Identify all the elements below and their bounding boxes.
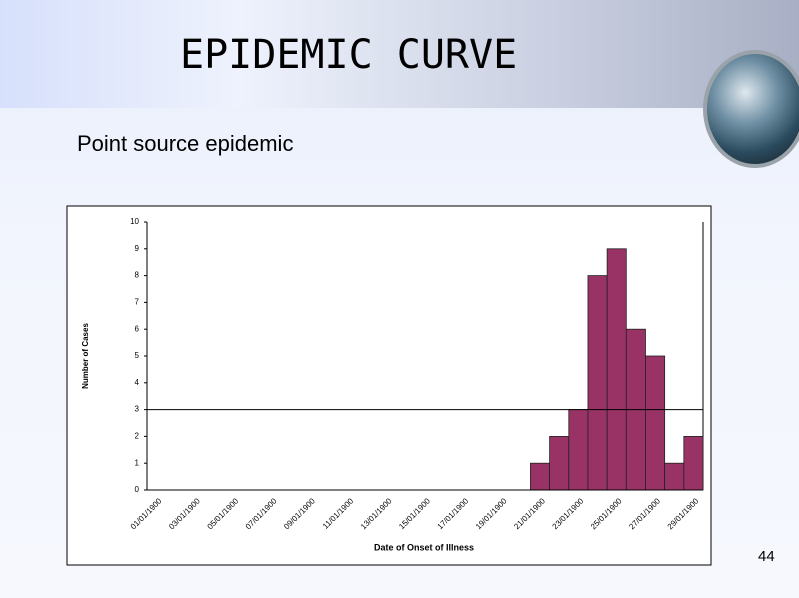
y-tick-label: 8 [135, 271, 140, 280]
y-tick-label: 0 [135, 485, 140, 494]
bar [606, 248, 627, 491]
y-tick-label: 2 [135, 432, 140, 441]
slide-subtitle: Point source epidemic [77, 131, 294, 156]
bar [645, 355, 666, 491]
y-tick-label: 9 [135, 244, 140, 253]
bar [683, 435, 704, 491]
bar [530, 462, 551, 491]
y-tick-label: 3 [135, 405, 140, 414]
y-tick-label: 4 [135, 378, 140, 387]
bar [587, 275, 608, 491]
y-tick-label: 7 [135, 298, 140, 307]
bar [664, 462, 685, 491]
header-band [0, 0, 799, 108]
globe-decoration [703, 50, 799, 168]
y-tick-label: 6 [135, 324, 140, 333]
y-tick-label: 10 [130, 217, 139, 226]
slide-title: EPIDEMIC CURVE [180, 32, 518, 78]
bar [549, 435, 570, 491]
bar [568, 409, 589, 491]
y-axis-label: Number of Cases [81, 323, 90, 389]
page-number: 44 [758, 548, 775, 565]
y-tick-label: 5 [135, 351, 140, 360]
y-tick-label: 1 [135, 458, 140, 467]
x-axis-label: Date of Onset of Illness [374, 542, 474, 552]
